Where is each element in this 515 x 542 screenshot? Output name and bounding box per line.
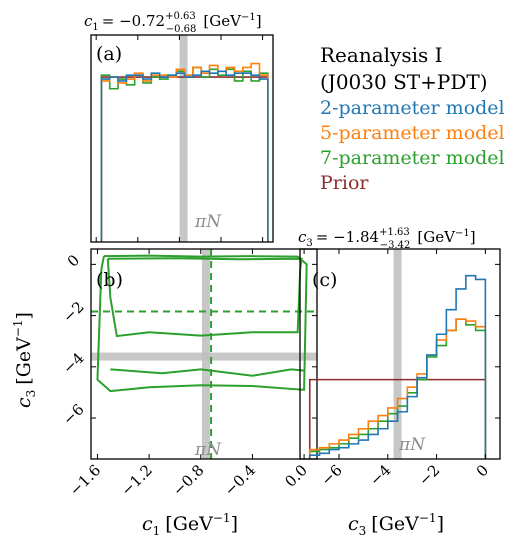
reference-band-c3 <box>393 249 402 459</box>
title-c1: c1 = −0.72+0.63 −0.68 [GeV−1] <box>84 11 262 35</box>
c3-marginal-histograms <box>308 274 487 459</box>
pin-label-a: πN <box>194 212 222 232</box>
panel-label-b: (b) <box>96 269 123 291</box>
legend: Reanalysis I (J0030 ST+PDT) 2-parameter … <box>320 43 505 194</box>
panel-b: −1.6 −1.2 −0.8 −0.4 0.0 0 −2 −4 −6 (b) πN <box>59 248 318 500</box>
y-tick-label: −2 <box>59 298 87 326</box>
panel-a-frame <box>90 34 274 243</box>
x-tick-label: 0 <box>473 461 492 480</box>
legend-header-line1: Reanalysis I <box>320 43 443 67</box>
histogram-2-parameter-model <box>100 70 269 242</box>
contour-7-parameter-model-0 <box>96 254 308 393</box>
pin-label-c: πN <box>398 435 426 455</box>
x-tick-label: −2 <box>415 461 443 489</box>
contour-7-parameter-model-2 <box>110 368 305 377</box>
legend-item-5-parameter: 5-parameter model <box>320 122 505 144</box>
legend-item-2-parameter: 2-parameter model <box>320 97 505 119</box>
histogram-5-parameter-model <box>308 318 487 459</box>
reference-bands-joint <box>91 249 317 459</box>
panel-c-frame <box>299 248 501 460</box>
x-axis-label-c3: c3 [GeV−1] <box>348 511 444 538</box>
pin-band-c3-joint <box>91 352 317 361</box>
histogram-prior <box>308 378 487 459</box>
x-tick-label: 0.0 <box>281 461 311 491</box>
panel-a-ticks <box>95 35 264 242</box>
panel-c: −6 −4 −2 0 (c) πN <box>299 248 501 489</box>
title-c3: c3 = −1.84+1.63 −3.42 [GeV−1] <box>298 227 476 251</box>
pin-band-c3 <box>393 249 402 459</box>
y-axis-label-c3: c3[GeV−1] <box>11 312 38 408</box>
y-tick-label: −6 <box>59 400 87 428</box>
x-tick-label: −0.8 <box>169 461 207 499</box>
pin-label-b: πN <box>194 440 222 460</box>
joint-contours <box>91 249 317 459</box>
histogram-2-parameter-model <box>308 274 487 459</box>
panel-label-c: (c) <box>312 269 337 291</box>
panel-b-frame <box>90 248 318 460</box>
contour-7-parameter-model-1 <box>106 257 303 338</box>
legend-header-line2: (J0030 ST+PDT) <box>320 70 488 94</box>
panel-label-a: (a) <box>96 43 122 65</box>
legend-item-prior: Prior <box>320 172 369 194</box>
x-tick-label: −4 <box>366 461 394 489</box>
x-tick-label: −0.4 <box>221 461 259 499</box>
x-axis-label-c1: c1 [GeV−1] <box>142 511 238 538</box>
x-tick-label: −1.6 <box>66 461 104 499</box>
x-tick-label: −6 <box>317 461 345 489</box>
x-tick-label: −1.2 <box>117 461 155 499</box>
panel-a: (a) πN <box>90 34 274 243</box>
y-tick-label: −4 <box>59 349 87 377</box>
legend-item-7-parameter: 7-parameter model <box>320 147 505 169</box>
c1-marginal-histograms <box>100 62 269 242</box>
pin-band-c1 <box>179 35 188 242</box>
y-tick-label: 0 <box>64 251 83 270</box>
reference-band-c1-top <box>179 35 188 242</box>
